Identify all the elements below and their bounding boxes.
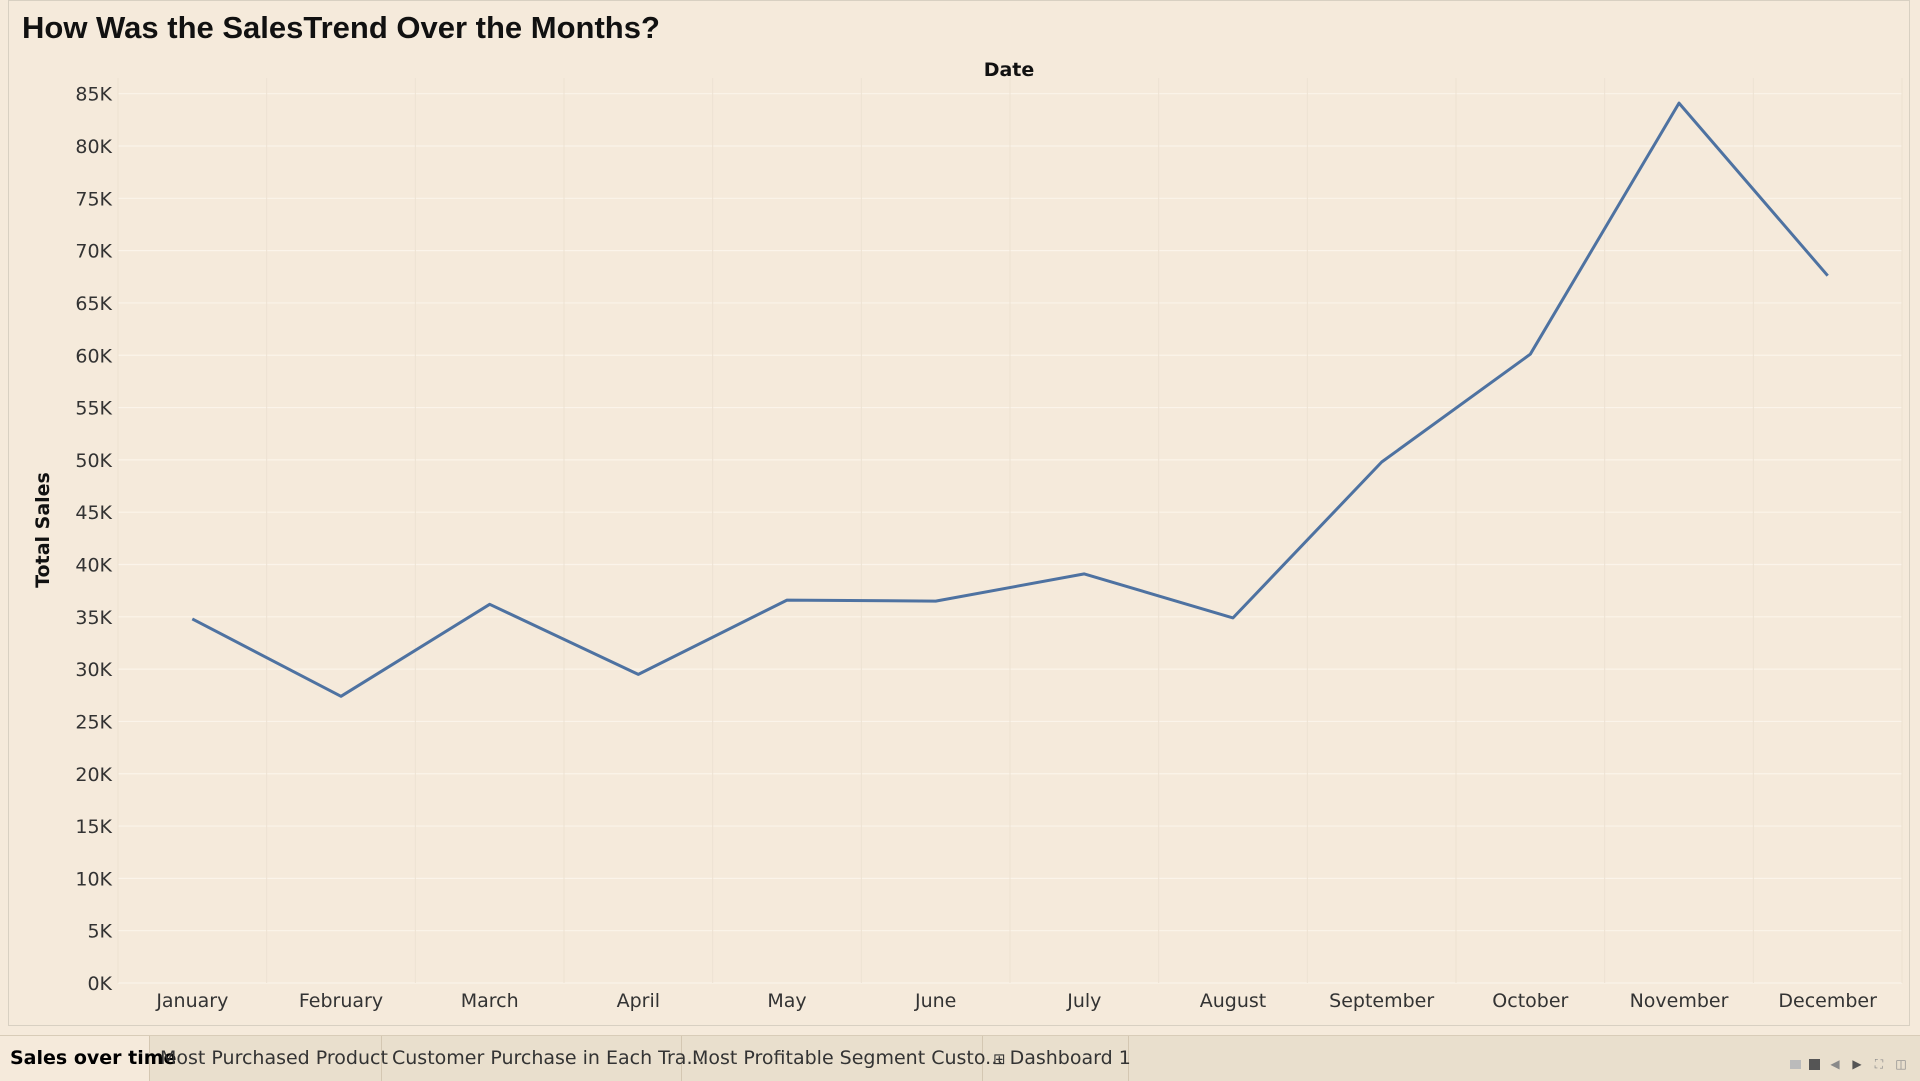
sheet-tab-0[interactable]: Sales over time — [0, 1036, 176, 1081]
y-tick-label: 40K — [75, 555, 112, 577]
y-axis-title: Total Sales — [32, 472, 54, 588]
x-tick-label: August — [1200, 990, 1267, 1012]
data-point[interactable] — [1078, 568, 1090, 580]
grid-icon: ⊞ — [993, 1050, 1006, 1068]
data-point[interactable] — [484, 598, 496, 610]
data-point[interactable] — [1822, 270, 1834, 282]
x-tick-label: April — [617, 990, 660, 1012]
prev-sheet-icon[interactable]: ◀ — [1830, 1057, 1840, 1071]
x-tick-label: May — [767, 990, 806, 1012]
y-tick-label: 25K — [75, 711, 112, 733]
x-axis-ticks: January February March April May June July Augu… — [155, 990, 1877, 1012]
y-tick-label: 5K — [87, 921, 112, 943]
chart-title: How Was the SalesTrend Over the Months? — [22, 10, 660, 45]
y-tick-label: 35K — [75, 607, 112, 629]
next-sheet-icon[interactable]: ▶ — [1852, 1057, 1862, 1071]
presentation-icon[interactable]: ◫ — [1895, 1057, 1907, 1071]
grid-layer — [117, 78, 1903, 984]
sheet-tab-label: Most Profitable Segment Custo... — [692, 1047, 1004, 1069]
y-tick-label: 45K — [75, 502, 112, 524]
y-axis-ticks: 0K 5K 10K 15K 20K 25K 30K 35K 40K 45K 50K 55K 60K 65K… — [75, 84, 112, 995]
x-tick-label: March — [461, 990, 519, 1012]
sheet-tab-bar: Sales over time Most Purchased Product Cus… — [0, 1035, 1920, 1081]
x-tick-label: January — [155, 990, 228, 1012]
x-tick-label: October — [1492, 990, 1568, 1012]
y-tick-label: 70K — [75, 241, 112, 263]
data-point[interactable] — [1227, 612, 1239, 624]
x-tick-label: September — [1329, 990, 1434, 1012]
x-tick-label: June — [914, 990, 956, 1012]
x-tick-label: July — [1066, 990, 1101, 1012]
sheet-tab-4[interactable]: ⊞ Dashboard 1 — [983, 1036, 1131, 1081]
sheet-tab-2[interactable]: Customer Purchase in Each Tra... — [382, 1036, 705, 1081]
data-point[interactable] — [1524, 348, 1536, 360]
data-point[interactable] — [930, 595, 942, 607]
chart-frame — [8, 0, 1910, 1026]
fullscreen-icon[interactable]: ⛶ — [1874, 1056, 1884, 1071]
data-point[interactable] — [781, 594, 793, 606]
series-line-0[interactable] — [191, 101, 1829, 698]
series-layer[interactable] — [186, 97, 1833, 702]
sheet-nav-controls: ◀ ▶ ⛶ ◫ — [1790, 1056, 1908, 1072]
x-tick-label: December — [1778, 990, 1877, 1012]
y-tick-label: 50K — [75, 450, 112, 472]
data-point[interactable] — [335, 690, 347, 702]
y-tick-label: 60K — [75, 345, 112, 367]
data-point[interactable] — [1673, 97, 1685, 109]
y-tick-label: 20K — [75, 764, 112, 786]
sheet-tab-1[interactable]: Most Purchased Product — [150, 1036, 388, 1081]
y-tick-label: 80K — [75, 136, 112, 158]
x-axis-title: Date — [984, 59, 1035, 81]
sheet-tab-label: Most Purchased Product — [160, 1047, 388, 1069]
sheet-tab-3[interactable]: Most Profitable Segment Custo... — [682, 1036, 1003, 1081]
line-chart: Date Total Sales 0K 5K 10K 15K 20K 25K 30K 35K 4… — [32, 59, 1903, 1012]
sheet-tab-label: Sales over time — [10, 1047, 177, 1069]
filmstrip-icon[interactable] — [1809, 1058, 1820, 1070]
data-point[interactable] — [186, 613, 198, 625]
data-point[interactable] — [1376, 456, 1388, 468]
y-tick-label: 30K — [75, 659, 112, 681]
y-tick-label: 55K — [75, 398, 112, 420]
y-tick-label: 75K — [75, 188, 112, 210]
sheet-tab-label: Dashboard 1 — [1009, 1047, 1131, 1069]
y-tick-label: 0K — [87, 973, 112, 995]
y-tick-label: 15K — [75, 816, 112, 838]
data-point[interactable] — [632, 668, 644, 680]
y-tick-label: 65K — [75, 293, 112, 315]
x-tick-label: November — [1630, 990, 1729, 1012]
sheet-sorter-icon[interactable] — [1790, 1059, 1801, 1069]
x-tick-label: February — [299, 990, 383, 1012]
y-tick-label: 10K — [75, 868, 112, 890]
sheet-tab-label: Customer Purchase in Each Tra... — [392, 1047, 705, 1069]
y-tick-label: 85K — [75, 84, 112, 106]
